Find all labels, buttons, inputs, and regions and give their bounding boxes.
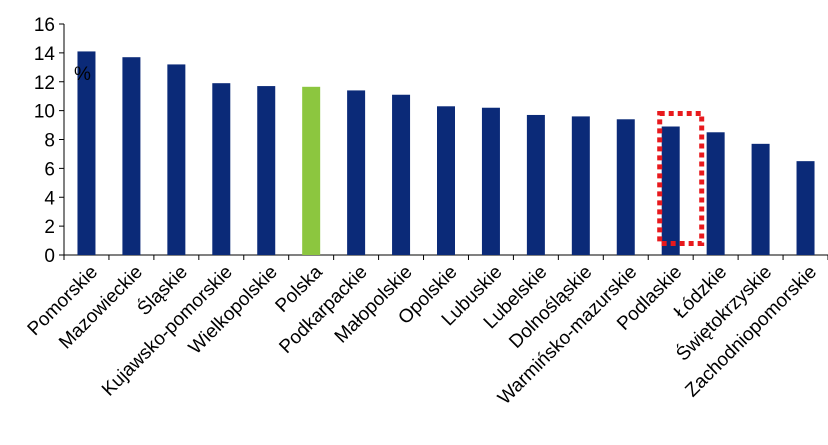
y-axis: 0 2 4 6 8 10 12 14 16 <box>34 15 65 267</box>
bar-0 <box>77 51 96 256</box>
y-tick-label: 12 <box>34 73 55 94</box>
x-axis <box>63 254 828 260</box>
bar-8 <box>437 106 455 255</box>
bar-11 <box>571 116 590 256</box>
bar-14 <box>706 132 725 255</box>
y-tick-label: 2 <box>44 217 55 238</box>
y-tick-label: 4 <box>44 188 55 209</box>
bar-2 <box>167 64 186 255</box>
bar-4 <box>257 86 276 255</box>
y-tick-label: 8 <box>44 131 55 152</box>
y-tick-label: 14 <box>34 44 56 65</box>
y-tick-label: 10 <box>34 102 55 123</box>
y-tick-label: 16 <box>34 15 55 36</box>
bar-1 <box>122 57 141 255</box>
bar-9 <box>481 107 500 255</box>
bars <box>77 51 815 256</box>
y-tick-label: 6 <box>44 159 55 180</box>
bar-12 <box>616 119 635 255</box>
bar-5 <box>302 86 321 255</box>
bar-7 <box>392 94 411 256</box>
highlight-box <box>657 111 705 246</box>
bar-6 <box>347 90 366 255</box>
bar-13 <box>661 126 680 255</box>
y-axis-unit-label: % <box>74 64 91 85</box>
bar-16 <box>796 161 815 255</box>
category-labels: PomorskieMazowieckieŚląskieKujawsko-pomo… <box>24 261 821 409</box>
y-tick-label: 0 <box>44 246 55 267</box>
bar-10 <box>526 114 545 255</box>
bar-15 <box>751 143 770 255</box>
bar-3 <box>212 83 231 255</box>
